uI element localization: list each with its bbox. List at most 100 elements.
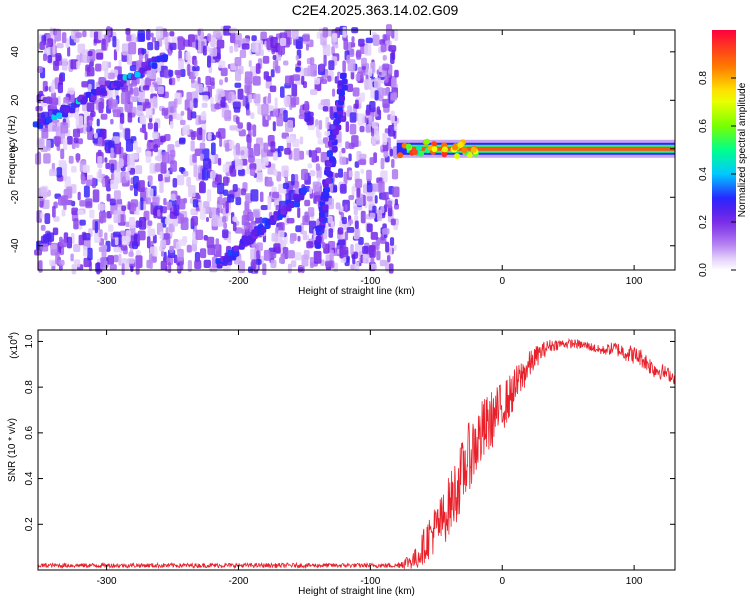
- heatmap-cell: [206, 46, 211, 53]
- heatmap-cell: [188, 184, 196, 198]
- heatmap-cell: [295, 55, 299, 61]
- heatmap-cell: [386, 254, 391, 263]
- heatmap-cells: [32, 24, 675, 276]
- heatmap-cell: [267, 92, 272, 104]
- heatmap-cell: [121, 205, 127, 212]
- heatmap-cell: [360, 92, 365, 102]
- heatmap-cell: [313, 250, 322, 264]
- heatmap-cell: [232, 183, 238, 192]
- figure-title: C2E4.2025.363.14.02.G09: [291, 2, 459, 18]
- heatmap-cell: [224, 142, 230, 152]
- heatmap-cell: [111, 99, 118, 108]
- heatmap-cell: [153, 122, 159, 134]
- heatmap-cell: [352, 253, 356, 265]
- colorbar-tick-label: 0.8: [698, 71, 709, 85]
- heatmap-cell: [66, 135, 73, 145]
- heatmap-cell: [124, 128, 131, 141]
- heatmap-cell: [366, 196, 373, 202]
- y-tick-label: -40: [10, 238, 21, 253]
- heatmap-cell: [295, 36, 303, 50]
- heatmap-cell: [186, 176, 191, 187]
- heatmap-cell: [217, 157, 222, 166]
- heatmap-cell: [360, 210, 366, 224]
- heatmap-cell: [158, 173, 163, 182]
- heatmap-cell: [299, 136, 304, 145]
- heatmap-cell: [218, 60, 226, 69]
- heatmap-cell: [194, 259, 202, 269]
- heatmap-cell: [215, 238, 220, 252]
- heatmap-cell: [159, 181, 164, 194]
- heatmap-cell: [78, 138, 84, 145]
- heatmap-cell: [355, 178, 363, 188]
- heatmap-cell: [43, 53, 48, 62]
- heatmap-cell: [277, 145, 284, 152]
- heatmap-cell: [219, 79, 223, 86]
- heatmap-cell: [291, 83, 298, 97]
- heatmap-cell: [210, 142, 216, 156]
- heatmap-cell: [46, 96, 52, 105]
- snr-frame: [37, 329, 676, 571]
- heatmap-track-cell: [90, 88, 97, 95]
- heatmap-cell: [222, 229, 229, 239]
- heatmap-cell: [131, 96, 139, 102]
- heatmap-cell: [382, 135, 388, 146]
- heatmap-cell: [309, 170, 316, 177]
- signal-band-speckle: [397, 152, 404, 159]
- heatmap-cell: [273, 243, 281, 254]
- x-tick-label: -200: [228, 576, 248, 587]
- heatmap-track-cell: [241, 235, 248, 242]
- heatmap-cell: [261, 103, 269, 117]
- heatmap-cell: [389, 148, 394, 157]
- heatmap-cell: [291, 97, 297, 108]
- heatmap-cell: [67, 87, 75, 95]
- y-axis-label: Frequency (Hz): [7, 116, 18, 185]
- heatmap-track-cell: [63, 107, 70, 114]
- heatmap-cell: [249, 163, 257, 170]
- heatmap-cell: [93, 132, 98, 139]
- heatmap-cell: [384, 75, 389, 83]
- heatmap-cell: [40, 224, 46, 231]
- heatmap-cell: [284, 147, 291, 155]
- signal-band-speckle: [441, 151, 448, 158]
- heatmap-cell: [279, 112, 283, 120]
- heatmap-cell: [304, 211, 309, 223]
- heatmap-cell: [98, 229, 103, 238]
- y-tick-label: 0: [10, 146, 21, 152]
- heatmap-cell: [262, 263, 267, 276]
- heatmap-cell: [210, 134, 216, 141]
- heatmap-cell: [179, 119, 186, 126]
- heatmap-cell: [157, 86, 164, 95]
- heatmap-track-cell: [332, 129, 339, 136]
- heatmap-cell: [323, 54, 327, 67]
- heatmap-track-cell: [331, 146, 338, 153]
- heatmap-cell: [86, 55, 91, 63]
- heatmap-cell: [276, 171, 282, 182]
- heatmap-cell: [233, 44, 239, 52]
- heatmap-cell: [178, 138, 186, 145]
- y-tick-label: 40: [10, 46, 21, 58]
- heatmap-cell: [133, 233, 138, 247]
- heatmap-cell: [223, 222, 228, 230]
- heatmap-cell: [263, 249, 271, 261]
- heatmap-cell: [290, 260, 297, 268]
- heatmap-cell: [35, 105, 43, 112]
- heatmap-cell: [155, 162, 161, 172]
- heatmap-cell: [201, 102, 208, 108]
- heatmap-cell: [205, 216, 209, 223]
- heatmap-cell: [320, 78, 328, 85]
- heatmap-cell: [53, 136, 62, 145]
- heatmap-cell: [180, 68, 186, 77]
- heatmap-cell: [152, 131, 159, 139]
- heatmap-cell: [199, 248, 207, 259]
- heatmap-cell: [144, 131, 148, 141]
- heatmap-cell: [371, 136, 376, 146]
- heatmap-cell: [214, 103, 222, 110]
- heatmap-cell: [67, 46, 71, 57]
- heatmap-cell: [118, 158, 124, 169]
- heatmap-cell: [301, 34, 310, 42]
- heatmap-cell: [199, 180, 205, 193]
- heatmap-cell: [109, 198, 116, 206]
- colorbar-tick-label: 0.2: [698, 215, 709, 229]
- heatmap-cell: [123, 152, 127, 165]
- heatmap-track-cell: [90, 94, 97, 101]
